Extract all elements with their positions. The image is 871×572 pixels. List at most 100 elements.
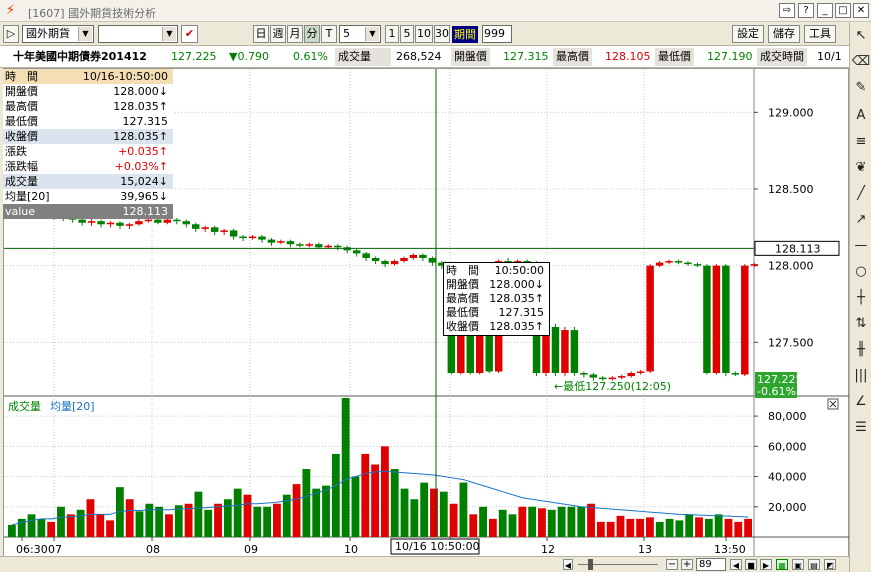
candle-body xyxy=(220,230,228,232)
horizontal-line-icon[interactable]: — xyxy=(854,238,868,253)
data-window-key: 最低價 xyxy=(5,115,38,128)
volume-bar xyxy=(606,521,615,537)
volume-bar xyxy=(724,518,733,537)
zoom-in-button[interactable]: + xyxy=(681,559,693,570)
app-logo-icon: ⚡ xyxy=(6,3,16,18)
volume-bar xyxy=(165,514,173,537)
data-window-value: +0.035↑ xyxy=(118,145,168,158)
zoom-out-button[interactable]: − xyxy=(666,559,678,570)
tooltip-value: 127.315 xyxy=(498,306,545,319)
range-button[interactable]: 10 xyxy=(415,25,433,43)
price-tick-label: 128.000 xyxy=(768,260,814,273)
volume-bar xyxy=(37,518,46,537)
candle-body xyxy=(296,244,304,246)
zoom-input[interactable]: 89 xyxy=(696,558,726,571)
candle-body xyxy=(542,327,550,373)
maximize-button[interactable]: □ xyxy=(835,3,851,18)
range-button[interactable]: 5 xyxy=(400,25,414,43)
eraser-icon[interactable]: ⌫ xyxy=(851,54,871,69)
data-window-value: 127.315 xyxy=(122,115,169,128)
period-button[interactable]: 週 xyxy=(270,25,286,43)
scroll-thumb[interactable] xyxy=(588,559,593,570)
candle-body xyxy=(144,219,153,222)
indicator-icon[interactable]: ◩ xyxy=(824,559,836,570)
tooltip-value: 128.035↑ xyxy=(489,292,544,305)
chart-type-icon[interactable]: ▤ xyxy=(808,559,820,570)
grid-toggle-icon[interactable]: ▦ xyxy=(776,559,788,570)
data-window-key: 時 間 xyxy=(5,70,38,83)
help-icon[interactable]: ? xyxy=(798,3,814,18)
crosshair-time-label: 10/16 10:50:00 xyxy=(395,540,480,553)
vertical-lines-icon[interactable]: ||| xyxy=(854,368,868,383)
data-window: 時 間 10/16-10:50:00 開盤價 128.000↓ 最高價 128.035↑ 最… xyxy=(3,69,173,219)
data-window-value: 10/16-10:50:00 xyxy=(82,70,168,83)
crosshair-time-box xyxy=(390,538,480,555)
volume-bar xyxy=(233,488,242,537)
circle-tool-icon[interactable]: ○ xyxy=(855,264,867,279)
symbol-select[interactable]: ▼ xyxy=(98,25,178,43)
save-button[interactable]: 儲存 xyxy=(768,25,800,43)
step-back-icon[interactable]: ◀ xyxy=(730,559,742,570)
crosshair-price-label: 128.113 xyxy=(775,242,821,255)
period-button[interactable]: 分 xyxy=(304,25,320,43)
step-forward-icon[interactable]: ▶ xyxy=(760,559,772,570)
volume-bar xyxy=(17,518,26,537)
price-tick-label: 127.500 xyxy=(768,336,814,349)
ray-tool-icon[interactable]: ↗ xyxy=(855,212,867,227)
fan-tool-icon[interactable]: ☰ xyxy=(855,420,867,435)
low-label: 最低價 xyxy=(655,48,694,66)
last-price-box xyxy=(755,372,797,398)
scroll-left-button[interactable]: ◀ xyxy=(563,559,573,570)
text-tool-icon[interactable]: A xyxy=(856,108,866,123)
volume-tick-label: 40,000 xyxy=(768,471,807,484)
volume-bar xyxy=(253,506,262,537)
range-button[interactable]: 1 xyxy=(385,25,399,43)
cursor-arrow-icon[interactable]: ↖ xyxy=(855,28,867,43)
angle-tool-icon[interactable]: ∠ xyxy=(855,394,867,409)
marker-tool-icon[interactable]: ┼ xyxy=(857,290,865,305)
interval-select[interactable]: 5 ▼ xyxy=(339,25,381,43)
market-select[interactable]: 國外期貨 ▼ xyxy=(22,25,94,43)
volume-bar xyxy=(57,506,65,537)
volume-bar xyxy=(714,514,723,537)
volume-bar xyxy=(596,521,605,537)
volume-bar xyxy=(135,511,144,537)
period-button[interactable]: 月 xyxy=(287,25,303,43)
stop-icon[interactable]: ■ xyxy=(745,559,757,570)
period-button[interactable]: 日 xyxy=(253,25,269,43)
instrument-name: 十年美國中期債券201412 xyxy=(13,50,147,63)
chart-svg[interactable]: 129.000 128.500 128.000 127.500 06:30 07 08 09 1… xyxy=(4,69,850,559)
paint-icon[interactable]: ❦ xyxy=(855,160,867,175)
checkbox-toggle[interactable]: ✔ xyxy=(181,25,198,43)
volume-bar xyxy=(734,521,743,537)
horizontal-lines-icon[interactable]: ≡ xyxy=(855,134,867,149)
range-button[interactable]: 30 xyxy=(434,25,450,43)
candle-body xyxy=(551,327,560,373)
close-button[interactable]: ✕ xyxy=(853,3,869,18)
play-icon[interactable]: ▷ xyxy=(3,25,19,43)
arrow-marker-icon[interactable]: ⇅ xyxy=(855,316,867,331)
volume-bar xyxy=(626,518,635,537)
tools-button[interactable]: 工具 xyxy=(804,25,836,43)
fibonacci-icon[interactable]: ╫ xyxy=(857,342,865,357)
scroll-track[interactable] xyxy=(578,564,658,565)
candle-body xyxy=(201,227,209,229)
data-window-row: 均量[20] 39,965↓ xyxy=(3,189,173,204)
restore-arrow-icon[interactable]: ⇨ xyxy=(779,3,795,18)
time-tick-label: 13 xyxy=(638,543,652,556)
data-window-row: 成交量 15,024↓ xyxy=(3,174,173,189)
range-input[interactable]: 999 xyxy=(482,25,512,43)
candle-body xyxy=(693,264,702,266)
period-button[interactable]: T xyxy=(321,25,337,43)
volume-bar xyxy=(8,524,16,537)
data-window-row: 最低價 127.315 xyxy=(3,114,173,129)
settings-button[interactable]: 設定 xyxy=(732,25,764,43)
volume-bar xyxy=(744,518,752,537)
minimize-button[interactable]: _ xyxy=(817,3,833,18)
candle-body xyxy=(684,262,692,265)
export-icon[interactable]: ▣ xyxy=(792,559,804,570)
time-label: 成交時間 xyxy=(757,48,807,66)
data-window-row: 時 間 10/16-10:50:00 xyxy=(3,69,173,84)
line-tool-icon[interactable]: ╱ xyxy=(857,186,865,201)
eraser-all-icon[interactable]: ✎ xyxy=(855,80,867,95)
